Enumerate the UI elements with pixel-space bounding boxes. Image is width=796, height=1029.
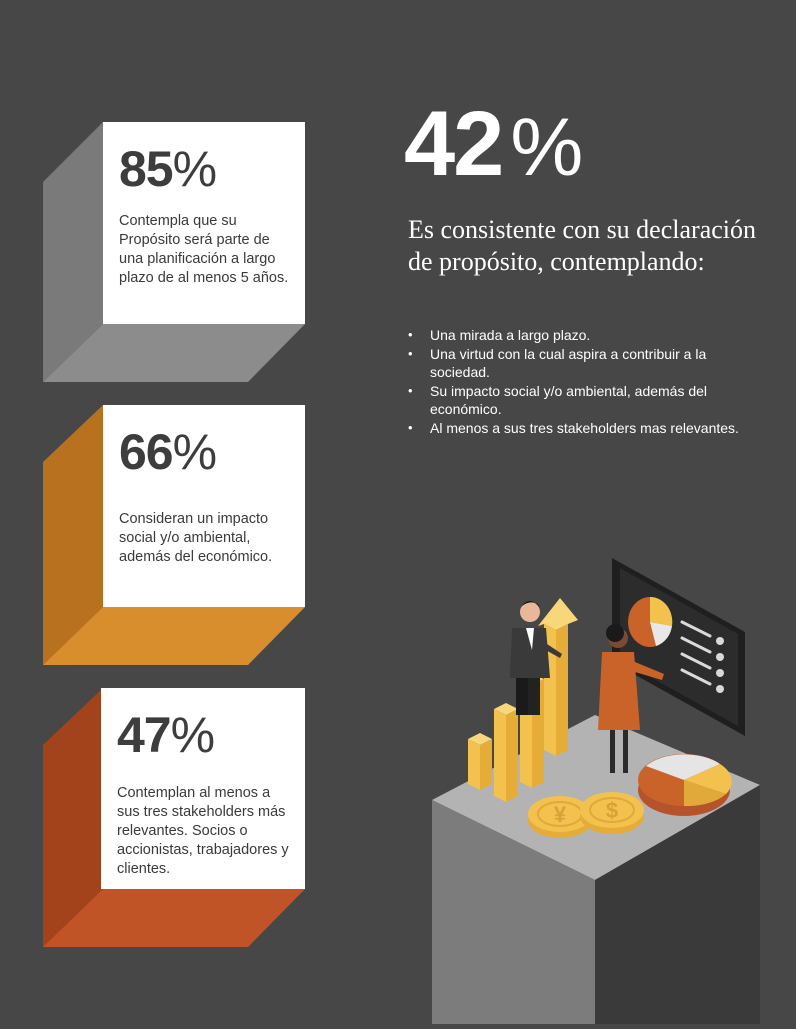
stat-value: 47% <box>117 707 215 763</box>
stat-description: Consideran un impacto social y/o ambient… <box>119 511 273 565</box>
stat-card-47: 47% Contemplan al menos a sus tres stake… <box>101 688 305 889</box>
business-illustration: ¥ $ <box>420 550 790 1029</box>
stat-card-66: 66% Consideran un impacto social y/o amb… <box>103 405 305 607</box>
businesswoman-figure <box>598 624 664 773</box>
list-lines-icon <box>680 620 712 686</box>
pie-chart-icon <box>628 596 673 647</box>
dollar-coin-icon: $ <box>580 792 644 834</box>
3d-pie-chart-icon <box>638 754 732 816</box>
highlight-percentage: 42% <box>404 93 583 195</box>
yen-coin-icon: ¥ <box>528 796 592 838</box>
bullet-item: Al menos a sus tres stakeholders mas rel… <box>408 419 758 438</box>
stat-card-85: 85% Contempla que su Propósito será part… <box>103 122 305 324</box>
presentation-screen <box>612 558 745 736</box>
highlight-headline: Es consistente con su declaración de pro… <box>408 215 756 276</box>
businessman-figure <box>510 601 562 715</box>
bullet-item: Su impacto social y/o ambiental, además … <box>408 382 758 419</box>
bullet-item: Una mirada a largo plazo. <box>408 326 758 345</box>
bullet-item: Una virtud con la cual aspira a contribu… <box>408 345 758 382</box>
stat-description: Contemplan al menos a sus tres stakehold… <box>117 785 289 877</box>
stat-value: 85% <box>119 141 217 197</box>
dollar-symbol: $ <box>606 798 618 823</box>
stat-value: 66% <box>119 424 217 480</box>
yen-symbol: ¥ <box>554 802 567 827</box>
stat-description: Contempla que su Propósito será parte de… <box>119 213 289 286</box>
highlight-bullet-list: Una mirada a largo plazo. Una virtud con… <box>408 326 758 437</box>
